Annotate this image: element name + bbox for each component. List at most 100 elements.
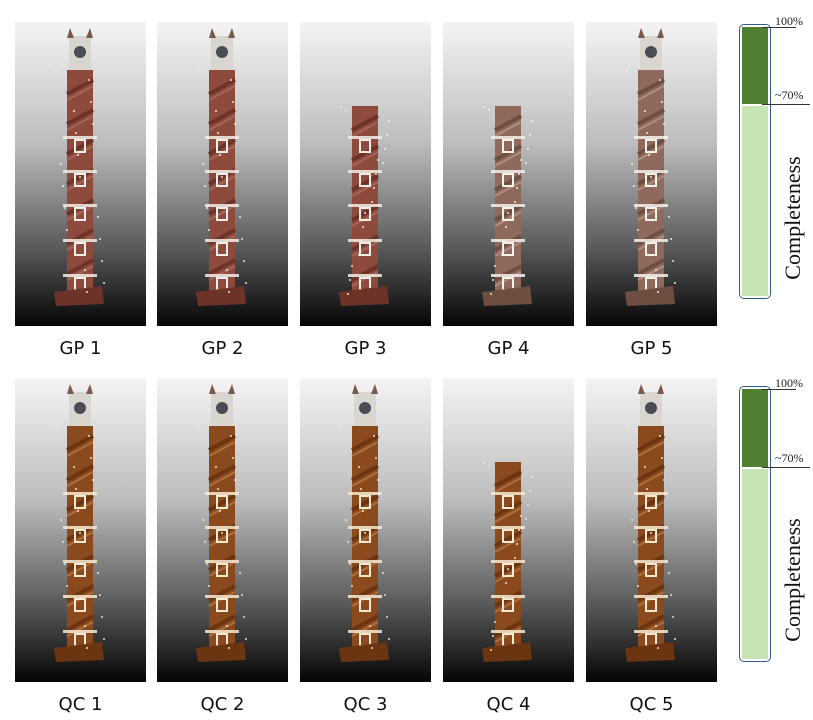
tower-window — [645, 207, 657, 221]
tower-highlight — [66, 115, 94, 131]
point-noise — [501, 254, 503, 256]
tower-ledge — [205, 630, 239, 633]
point-noise — [77, 154, 79, 156]
tower-base — [54, 642, 104, 662]
tower-base — [482, 286, 532, 306]
tower-highlight — [494, 597, 522, 613]
scale-frame — [739, 24, 771, 299]
tower-highlight — [208, 561, 236, 577]
point-noise — [234, 123, 236, 125]
point-noise — [64, 563, 66, 565]
point-noise — [347, 293, 349, 295]
point-noise — [516, 543, 518, 545]
tower-highlight — [208, 441, 236, 457]
tower-ledge — [63, 136, 97, 139]
point-noise — [668, 216, 670, 218]
point-noise — [62, 185, 64, 187]
tower-window — [216, 139, 228, 153]
tower-highlight — [66, 531, 94, 547]
point-noise — [217, 132, 219, 134]
tower-highlight — [494, 537, 522, 553]
tower-ledge — [63, 630, 97, 633]
point-noise — [375, 173, 377, 175]
tower-ledge — [63, 170, 97, 173]
point-noise — [241, 594, 243, 596]
point-noise — [219, 510, 221, 512]
point-noise — [668, 572, 670, 574]
tower-highlight — [351, 471, 379, 487]
point-noise — [531, 120, 533, 122]
point-noise — [657, 647, 659, 649]
tower-stripe — [351, 464, 379, 482]
tower-stripe — [637, 258, 665, 276]
tower-highlight — [351, 561, 379, 577]
point-noise — [663, 123, 665, 125]
tower-highlight — [66, 471, 94, 487]
tower-ledge — [348, 170, 382, 173]
point-noise — [644, 110, 646, 112]
point-noise — [358, 254, 360, 256]
point-noise — [648, 154, 650, 156]
tower-point-cloud — [339, 384, 390, 662]
tower-highlight — [494, 151, 522, 167]
tower-ledge — [634, 204, 668, 207]
tower-ledge — [63, 274, 97, 277]
point-noise — [99, 238, 101, 240]
point-noise — [384, 594, 386, 596]
tower-highlight — [637, 531, 665, 547]
tower-stripe — [494, 620, 522, 638]
point-noise — [358, 466, 360, 468]
point-noise — [503, 596, 505, 598]
tower-highlight — [208, 531, 236, 547]
tower-ledge — [348, 526, 382, 529]
tower-highlight — [66, 621, 94, 637]
tower-window — [502, 139, 514, 153]
point-noise — [531, 476, 533, 478]
tower-window — [359, 242, 371, 256]
point-noise — [364, 532, 366, 534]
point-noise — [388, 120, 390, 122]
tower-spire — [209, 384, 235, 428]
tower-window — [216, 173, 228, 187]
tower-stripe — [66, 464, 94, 482]
panel-label: QC 4 — [486, 694, 531, 715]
tower-ledge — [491, 204, 525, 207]
tower-highlight — [637, 205, 665, 221]
tower-highlight — [351, 241, 379, 257]
point-noise — [86, 647, 88, 649]
point-noise — [492, 635, 494, 637]
tower-ledge — [634, 560, 668, 563]
point-noise — [637, 585, 639, 587]
tower-window — [74, 598, 86, 612]
point-noise — [388, 638, 390, 640]
point-noise — [672, 260, 674, 262]
point-noise — [518, 173, 520, 175]
tower-highlight — [351, 531, 379, 547]
point-noise — [483, 462, 485, 464]
tower-stripe — [351, 494, 379, 512]
point-noise — [494, 621, 496, 623]
tower-window — [359, 598, 371, 612]
tower-window — [359, 173, 371, 187]
tower-highlight — [208, 85, 236, 101]
point-noise — [503, 240, 505, 242]
point-noise — [55, 70, 57, 72]
tower-window — [645, 598, 657, 612]
point-noise — [75, 488, 77, 490]
tower-ledge — [634, 595, 668, 598]
tower-stripe — [66, 108, 94, 126]
tower-highlight — [208, 471, 236, 487]
point-noise — [674, 638, 676, 640]
tower-panel-gp-4 — [443, 22, 574, 326]
point-noise — [226, 269, 228, 271]
scale-axis-label: Completeness — [780, 518, 805, 642]
tower-ledge — [205, 595, 239, 598]
tower-highlight — [637, 265, 665, 281]
point-noise — [88, 435, 90, 437]
point-noise — [221, 176, 223, 178]
point-noise — [635, 207, 637, 209]
tower-panel-gp-2 — [157, 22, 288, 326]
tower-ledge — [491, 595, 525, 598]
tower-stripe — [208, 258, 236, 276]
point-noise — [208, 585, 210, 587]
